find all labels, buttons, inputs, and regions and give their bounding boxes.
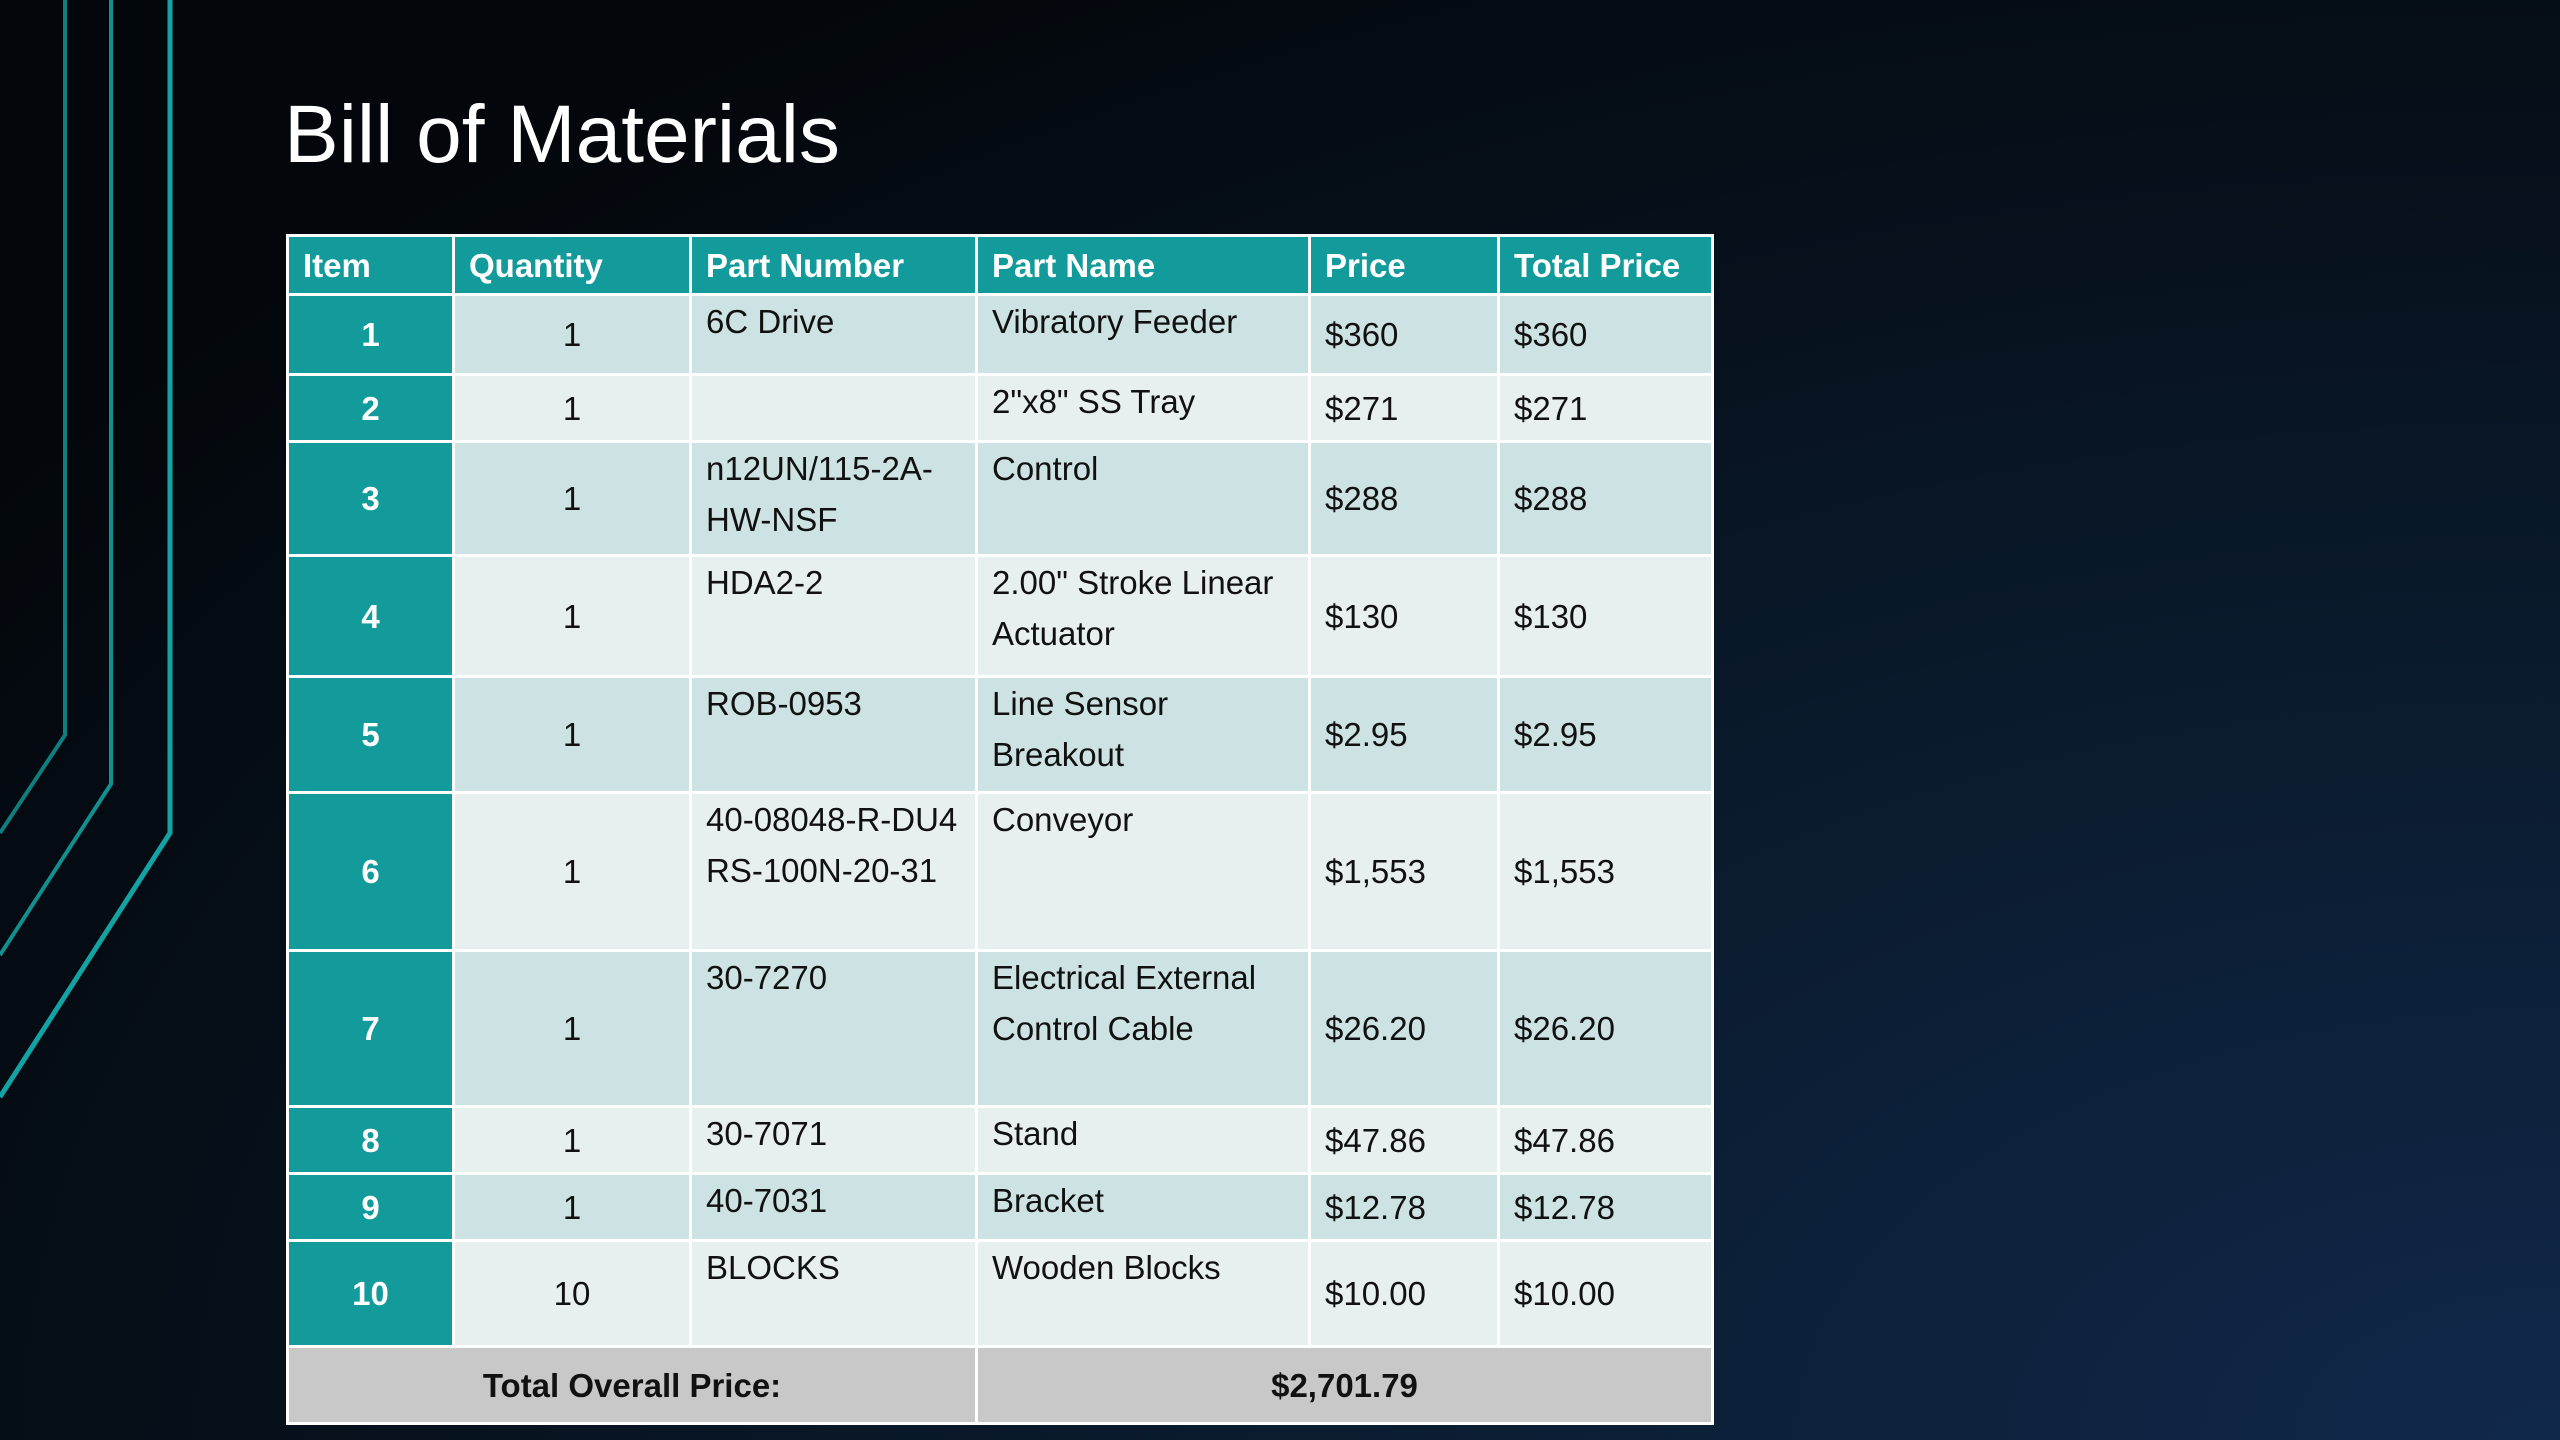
table-cell: ROB-0953 (689, 675, 978, 794)
accent-line (0, 0, 113, 957)
table-cell: $1,553 (1497, 791, 1714, 952)
table-row: 6 1 40-08048-R-DU4 RS-100N-20-31 Conveyor $1… (286, 791, 1714, 952)
table-cell: $26.20 (1497, 949, 1714, 1108)
table-cell: 1 (452, 949, 692, 1108)
table-cell: $288 (1308, 440, 1500, 557)
table-cell: 1 (452, 1105, 692, 1175)
table-cell: 1 (452, 373, 692, 443)
table-cell: 5 (286, 675, 455, 794)
table-cell: Vibratory Feeder (975, 293, 1311, 376)
table-cell: Electrical External Control Cable (975, 949, 1311, 1108)
table-cell: 6 (286, 791, 455, 952)
table-cell: Control (975, 440, 1311, 557)
table-cell: 1 (452, 675, 692, 794)
table-cell: 30-7270 (689, 949, 978, 1108)
table-cell: Line Sensor Breakout (975, 675, 1311, 794)
table-cell: 10 (452, 1239, 692, 1348)
table-cell: BLOCKS (689, 1239, 978, 1348)
table-cell: n12UN/115-2A-HW-NSF (689, 440, 978, 557)
table-cell: 10 (286, 1239, 455, 1348)
table-cell: 30-7071 (689, 1105, 978, 1175)
table-cell: 40-7031 (689, 1172, 978, 1242)
table-cell: 1 (452, 1172, 692, 1242)
table-cell: 1 (452, 293, 692, 376)
table-cell: 4 (286, 554, 455, 678)
table-cell: $26.20 (1308, 949, 1500, 1108)
table-cell: $271 (1308, 373, 1500, 443)
table-cell: HDA2-2 (689, 554, 978, 678)
table-cell: 7 (286, 949, 455, 1108)
table-cell: 2.00" Stroke Linear Actuator (975, 554, 1311, 678)
total-row: Total Overall Price: $2,701.79 (286, 1345, 1714, 1425)
table-cell: $1,553 (1308, 791, 1500, 952)
table-cell: 40-08048-R-DU4 RS-100N-20-31 (689, 791, 978, 952)
table-cell: Wooden Blocks (975, 1239, 1311, 1348)
table-cell: $12.78 (1497, 1172, 1714, 1242)
table-cell: $288 (1497, 440, 1714, 557)
table-cell: $10.00 (1308, 1239, 1500, 1348)
table-row: 7 1 30-7270 Electrical External Control Cab… (286, 949, 1714, 1108)
table-cell: 2"x8" SS Tray (975, 373, 1311, 443)
table-cell (689, 373, 978, 443)
table-cell: Bracket (975, 1172, 1311, 1242)
accent-line (0, 0, 67, 835)
table-body: 1 1 6C Drive Vibratory Feeder $360 $360 2 1 2"x8… (286, 293, 1714, 1425)
table-cell: $2.95 (1497, 675, 1714, 794)
column-header: Item (286, 234, 455, 296)
accent-line (0, 0, 173, 1099)
table-cell: 1 (452, 791, 692, 952)
column-header: Part Name (975, 234, 1311, 296)
table-cell: 8 (286, 1105, 455, 1175)
table-cell: 1 (452, 440, 692, 557)
table-cell: $10.00 (1497, 1239, 1714, 1348)
table-row: 5 1 ROB-0953 Line Sensor Breakout $2.95 $2.95 (286, 675, 1714, 794)
table-row: 8 1 30-7071 Stand $47.86 $47.86 (286, 1105, 1714, 1175)
table-row: 4 1 HDA2-2 2.00" Stroke Linear Actuator $130… (286, 554, 1714, 678)
column-header: Price (1308, 234, 1500, 296)
table-cell: 9 (286, 1172, 455, 1242)
table-cell: $47.86 (1308, 1105, 1500, 1175)
table-cell: $130 (1497, 554, 1714, 678)
table-row: 1 1 6C Drive Vibratory Feeder $360 $360 (286, 293, 1714, 376)
table-row: 3 1 n12UN/115-2A-HW-NSF Control $288 $288 (286, 440, 1714, 557)
table-cell: $360 (1497, 293, 1714, 376)
column-header: Quantity (452, 234, 692, 296)
table-cell: 1 (286, 293, 455, 376)
table-cell: $2.95 (1308, 675, 1500, 794)
table-cell: Conveyor (975, 791, 1311, 952)
table-cell: $47.86 (1497, 1105, 1714, 1175)
table-cell: $130 (1308, 554, 1500, 678)
total-label: Total Overall Price: (286, 1345, 978, 1425)
column-header: Total Price (1497, 234, 1714, 296)
total-value: $2,701.79 (975, 1345, 1714, 1425)
table-row: 2 1 2"x8" SS Tray $271 $271 (286, 373, 1714, 443)
table-cell: 6C Drive (689, 293, 978, 376)
table-cell: 1 (452, 554, 692, 678)
table-cell: 2 (286, 373, 455, 443)
slide-title: Bill of Materials (284, 89, 840, 180)
column-header: Part Number (689, 234, 978, 296)
table-row: 9 1 40-7031 Bracket $12.78 $12.78 (286, 1172, 1714, 1242)
table-cell: Stand (975, 1105, 1311, 1175)
table-cell: $12.78 (1308, 1172, 1500, 1242)
table-cell: 3 (286, 440, 455, 557)
table-cell: $271 (1497, 373, 1714, 443)
table-row: 10 10 BLOCKS Wooden Blocks $10.00 $10.00 (286, 1239, 1714, 1348)
bom-table: Item Quantity Part Number Part Name Price Tot… (286, 234, 1714, 1425)
table-cell: $360 (1308, 293, 1500, 376)
header-row: Item Quantity Part Number Part Name Price Tot… (286, 234, 1714, 296)
